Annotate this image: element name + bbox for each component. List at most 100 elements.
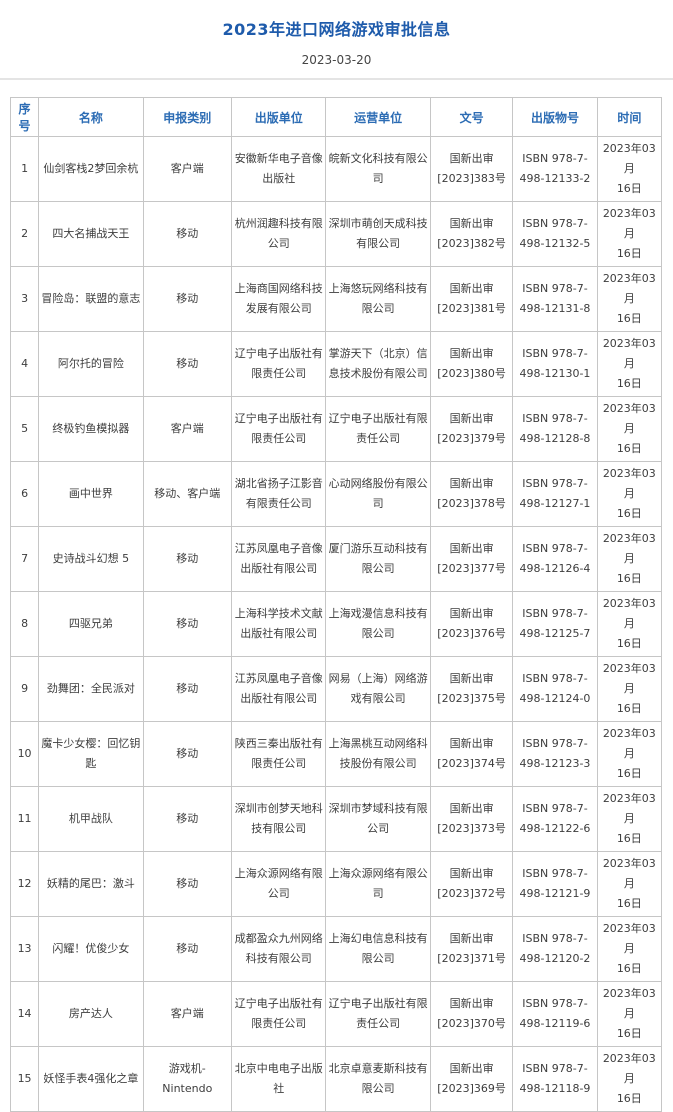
- cell-category: 移动: [142, 591, 233, 657]
- column-header-date: 时间: [596, 97, 663, 137]
- table-row: 4 阿尔托的冒险 移动 辽宁电子出版社有限责任公司 掌游天下（北京）信息技术股份有限公司…: [9, 331, 663, 397]
- cell-doc_no: 国新出审 [2023]374号: [429, 721, 514, 787]
- column-header-name: 名称: [38, 97, 144, 137]
- cell-pub_no: ISBN 978-7- 498-12127-1: [512, 461, 598, 527]
- cell-category: 客户端: [142, 396, 233, 462]
- cell-publisher: 深圳市创梦天地科技有限公司: [230, 786, 327, 852]
- approval-table: 序号 名称 申报类别 出版单位 运营单位 文号 出版物号 时间 1 仙剑客栈2梦回余杭 客户端 安徽…: [9, 97, 663, 1112]
- table-row: 1 仙剑客栈2梦回余杭 客户端 安徽新华电子音像出版社 皖新文化科技有限公司 国新出审 […: [9, 136, 663, 202]
- cell-date: 2023年03月 16日: [596, 526, 663, 592]
- cell-name: 终极钓鱼模拟器: [38, 396, 144, 462]
- cell-no: 10: [9, 721, 40, 787]
- column-header-pub_no: 出版物号: [512, 97, 598, 137]
- cell-doc_no: 国新出审 [2023]381号: [429, 266, 514, 332]
- cell-category: 游戏机- Nintendo: [142, 1046, 233, 1112]
- cell-doc_no: 国新出审 [2023]375号: [429, 656, 514, 722]
- cell-no: 14: [9, 981, 40, 1047]
- cell-no: 15: [9, 1046, 40, 1112]
- cell-name: 魔卡少女樱：回忆钥匙: [38, 721, 144, 787]
- cell-name: 妖精的尾巴：激斗: [38, 851, 144, 917]
- cell-no: 1: [9, 136, 40, 202]
- cell-publisher: 上海众源网络有限公司: [230, 851, 327, 917]
- cell-no: 8: [9, 591, 40, 657]
- cell-name: 史诗战斗幻想 5: [38, 526, 144, 592]
- cell-operator: 深圳市梦域科技有限公司: [325, 786, 431, 852]
- cell-name: 仙剑客栈2梦回余杭: [38, 136, 144, 202]
- cell-name: 阿尔托的冒险: [38, 331, 144, 397]
- cell-name: 四驱兄弟: [38, 591, 144, 657]
- cell-publisher: 陕西三秦出版社有限责任公司: [230, 721, 327, 787]
- cell-operator: 上海众源网络有限公司: [325, 851, 431, 917]
- cell-no: 7: [9, 526, 40, 592]
- cell-date: 2023年03月 16日: [596, 851, 663, 917]
- cell-operator: 网易（上海）网络游戏有限公司: [325, 656, 431, 722]
- cell-pub_no: ISBN 978-7- 498-12122-6: [512, 786, 598, 852]
- cell-operator: 掌游天下（北京）信息技术股份有限公司: [325, 331, 431, 397]
- cell-publisher: 成都盈众九州网络科技有限公司: [230, 916, 327, 982]
- cell-name: 机甲战队: [38, 786, 144, 852]
- table-row: 5 终极钓鱼模拟器 客户端 辽宁电子出版社有限责任公司 辽宁电子出版社有限责任公司 国新出…: [9, 396, 663, 462]
- cell-no: 4: [9, 331, 40, 397]
- cell-doc_no: 国新出审 [2023]383号: [429, 136, 514, 202]
- cell-operator: 心动网络股份有限公司: [325, 461, 431, 527]
- cell-publisher: 辽宁电子出版社有限责任公司: [230, 981, 327, 1047]
- cell-pub_no: ISBN 978-7- 498-12126-4: [512, 526, 598, 592]
- cell-date: 2023年03月 16日: [596, 1046, 663, 1112]
- cell-pub_no: ISBN 978-7- 498-12133-2: [512, 136, 598, 202]
- cell-operator: 深圳市萌创天成科技有限公司: [325, 201, 431, 267]
- cell-pub_no: ISBN 978-7- 498-12123-3: [512, 721, 598, 787]
- table-body: 1 仙剑客栈2梦回余杭 客户端 安徽新华电子音像出版社 皖新文化科技有限公司 国新出审 […: [9, 136, 663, 1112]
- column-header-doc_no: 文号: [429, 97, 514, 137]
- column-header-publisher: 出版单位: [230, 97, 327, 137]
- cell-doc_no: 国新出审 [2023]378号: [429, 461, 514, 527]
- cell-date: 2023年03月 16日: [596, 461, 663, 527]
- cell-category: 移动: [142, 266, 233, 332]
- cell-publisher: 杭州润趣科技有限公司: [230, 201, 327, 267]
- table-row: 6 画中世界 移动、客户端 湖北省扬子江影音有限责任公司 心动网络股份有限公司 国新出审 …: [9, 461, 663, 527]
- cell-name: 四大名捕战天王: [38, 201, 144, 267]
- cell-publisher: 北京中电电子出版社: [230, 1046, 327, 1112]
- cell-no: 11: [9, 786, 40, 852]
- cell-name: 劲舞团：全民派对: [38, 656, 144, 722]
- cell-operator: 厦门游乐互动科技有限公司: [325, 526, 431, 592]
- cell-category: 客户端: [142, 981, 233, 1047]
- cell-operator: 辽宁电子出版社有限责任公司: [325, 396, 431, 462]
- cell-no: 3: [9, 266, 40, 332]
- cell-category: 移动: [142, 721, 233, 787]
- cell-no: 5: [9, 396, 40, 462]
- cell-doc_no: 国新出审 [2023]382号: [429, 201, 514, 267]
- table-row: 3 冒险岛：联盟的意志 移动 上海商国网络科技发展有限公司 上海悠玩网络科技有限公司 国新…: [9, 266, 663, 332]
- cell-operator: 上海戏漫信息科技有限公司: [325, 591, 431, 657]
- table-row: 13 闪耀！优俊少女 移动 成都盈众九州网络科技有限公司 上海幻电信息科技有限公司 国新出…: [9, 916, 663, 982]
- cell-date: 2023年03月 16日: [596, 786, 663, 852]
- cell-date: 2023年03月 16日: [596, 916, 663, 982]
- cell-date: 2023年03月 16日: [596, 266, 663, 332]
- cell-no: 13: [9, 916, 40, 982]
- cell-pub_no: ISBN 978-7- 498-12125-7: [512, 591, 598, 657]
- cell-operator: 上海悠玩网络科技有限公司: [325, 266, 431, 332]
- cell-publisher: 辽宁电子出版社有限责任公司: [230, 331, 327, 397]
- cell-doc_no: 国新出审 [2023]372号: [429, 851, 514, 917]
- cell-date: 2023年03月 16日: [596, 721, 663, 787]
- cell-doc_no: 国新出审 [2023]380号: [429, 331, 514, 397]
- divider: [0, 78, 673, 80]
- cell-date: 2023年03月 16日: [596, 201, 663, 267]
- cell-operator: 上海幻电信息科技有限公司: [325, 916, 431, 982]
- cell-pub_no: ISBN 978-7- 498-12119-6: [512, 981, 598, 1047]
- table-row: 15 妖怪手表4强化之章 游戏机- Nintendo 北京中电电子出版社 北京卓意麦斯科…: [9, 1046, 663, 1112]
- cell-operator: 北京卓意麦斯科技有限公司: [325, 1046, 431, 1112]
- cell-category: 移动: [142, 331, 233, 397]
- table-row: 8 四驱兄弟 移动 上海科学技术文献出版社有限公司 上海戏漫信息科技有限公司 国新出审 […: [9, 591, 663, 657]
- publish-date: 2023-03-20: [301, 53, 372, 67]
- cell-no: 12: [9, 851, 40, 917]
- cell-publisher: 上海科学技术文献出版社有限公司: [230, 591, 327, 657]
- cell-category: 移动: [142, 916, 233, 982]
- cell-category: 移动: [142, 786, 233, 852]
- cell-name: 闪耀！优俊少女: [38, 916, 144, 982]
- column-header-no: 序号: [9, 97, 40, 137]
- cell-no: 6: [9, 461, 40, 527]
- cell-publisher: 江苏凤凰电子音像出版社有限公司: [230, 526, 327, 592]
- page-title: 2023年进口网络游戏审批信息: [222, 20, 451, 39]
- cell-name: 房产达人: [38, 981, 144, 1047]
- cell-doc_no: 国新出审 [2023]371号: [429, 916, 514, 982]
